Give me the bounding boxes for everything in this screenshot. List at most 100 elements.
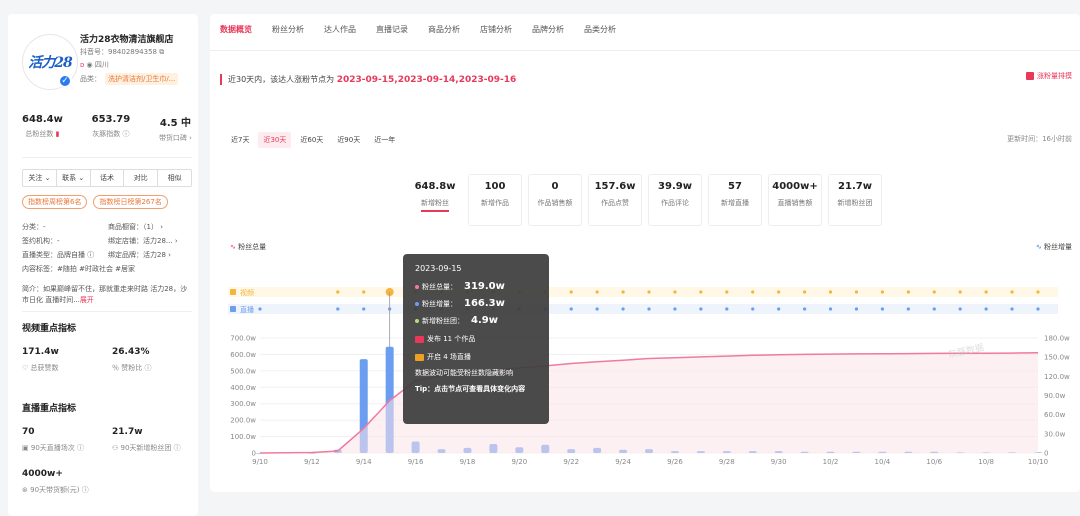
chart-tooltip: 2023-09-15 粉丝总量： 319.0w 粉丝增量： 166.3w 新增粉丝团…: [403, 254, 549, 424]
range-90d[interactable]: 近90天: [337, 136, 361, 144]
tooltip-lives: 开启 4 场直播: [415, 352, 537, 362]
y-left-tick: 400.0w: [230, 384, 256, 392]
y-left-tick: 100.0w: [230, 433, 256, 441]
rank-pill-weekly[interactable]: 指数榜周榜第6名: [22, 195, 88, 209]
rank-pills: 指数榜周榜第6名 指数榜日榜第267名: [22, 195, 168, 209]
x-tick: 9/30: [771, 458, 787, 466]
fan-club-value: 21.7w: [112, 427, 143, 437]
live-marker: [569, 307, 573, 311]
tab-brand[interactable]: 品牌分析: [532, 25, 564, 34]
tab-category[interactable]: 品类分析: [584, 25, 616, 34]
video-marker: [958, 290, 962, 294]
range-7d[interactable]: 近7天: [231, 136, 250, 144]
x-tick: 10/6: [926, 458, 942, 466]
help-icon: ⓘ: [87, 251, 95, 259]
chevron-right-icon: ›: [160, 223, 164, 231]
tab-goods[interactable]: 商品分析: [428, 25, 460, 34]
x-tick: 9/12: [304, 458, 320, 466]
follow-button[interactable]: 关注 ⌄: [23, 170, 57, 186]
x-tick: 10/4: [875, 458, 891, 466]
legend-total[interactable]: ∿ 粉丝总量: [230, 243, 267, 251]
stat-rating: 4.5 中 带货口碑 ›: [159, 114, 192, 143]
y-left-tick: 500.0w: [230, 367, 256, 375]
douyin-id-text: 抖音号：98402894358: [80, 48, 157, 56]
help-icon: ⓘ: [144, 364, 152, 372]
video-marker: [803, 290, 807, 294]
copy-icon[interactable]: ⧉: [159, 48, 165, 56]
video-likes-label: ♡ 总获赞数: [22, 364, 59, 372]
line-icon: ∿: [1035, 243, 1042, 251]
script-button[interactable]: 话术: [91, 170, 125, 186]
live-marker: [984, 307, 988, 311]
tab-store[interactable]: 店铺分析: [480, 25, 512, 34]
shop-name[interactable]: 活力28衣物清洁旗舰店: [80, 35, 174, 45]
location-icon: ◉: [86, 61, 93, 69]
users-icon: ⚇: [112, 444, 119, 452]
divider: [22, 157, 192, 158]
tab-live[interactable]: 直播记录: [376, 25, 408, 34]
stat-value: 653.79: [91, 114, 131, 125]
live-marker: [362, 307, 366, 311]
category-label: 品类：: [80, 75, 101, 83]
x-tick: 9/10: [252, 458, 268, 466]
contact-button[interactable]: 联系 ⌄: [57, 170, 91, 186]
live-marker: [336, 307, 340, 311]
live-icon: ▣: [22, 444, 29, 452]
video-likes-value: 171.4w: [22, 347, 59, 357]
shop-logo-text: 活力28: [28, 55, 72, 71]
expand-link[interactable]: 展开: [79, 296, 94, 304]
live-marker: [958, 307, 962, 311]
growth-alert: 近30天内，该达人涨粉节点为 2023-09-15,2023-09-14,202…: [220, 74, 516, 85]
y-left-tick: 700.0w: [230, 335, 256, 343]
rank-pill-daily[interactable]: 指数榜日榜第267名: [93, 195, 168, 209]
video-marker: [725, 290, 729, 294]
tooltip-works: 发布 11 个作品: [415, 334, 537, 344]
region: ᴅ ◉ 四川: [80, 60, 109, 70]
tooltip-increase: 粉丝增量： 166.3w: [415, 298, 537, 309]
live-marker: [1036, 307, 1040, 311]
x-tick: 10/10: [1028, 458, 1048, 466]
kpi-works-likes[interactable]: 157.6w 作品点赞: [588, 174, 642, 226]
kpi-new-works[interactable]: 100 新增作品: [468, 174, 522, 226]
video-marker: [699, 290, 703, 294]
video-marker: [362, 290, 366, 294]
live-marker: [906, 307, 910, 311]
live-marker: [647, 307, 651, 311]
range-30d[interactable]: 近30天: [258, 132, 292, 148]
kpi-works-comments[interactable]: 39.9w 作品评论: [648, 174, 702, 226]
live-count-value: 70: [22, 427, 35, 437]
tab-works[interactable]: 达人作品: [324, 25, 356, 34]
tab-divider: [210, 50, 1080, 51]
region-text: 四川: [94, 61, 109, 69]
video-icon: [230, 289, 236, 295]
live-icon: [230, 306, 236, 312]
tab-overview[interactable]: 数据概览: [220, 25, 252, 34]
kpi-live-sales[interactable]: 4000w+ 直播销售额: [768, 174, 822, 226]
kpi-new-live[interactable]: 57 新增直播: [708, 174, 762, 226]
live-section-title: 直播重点指标: [22, 404, 77, 414]
douyin-icon: ᴅ: [80, 61, 85, 69]
kpi-new-fans[interactable]: 648.8w 新增粉丝: [408, 174, 462, 226]
tab-fans[interactable]: 粉丝分析: [272, 25, 304, 34]
divider: [22, 311, 192, 312]
stat-value: 648.4w: [22, 114, 63, 125]
category-tag[interactable]: 洗护清洁剂/卫生巾/...: [105, 73, 179, 85]
range-1y[interactable]: 近一年: [374, 136, 396, 144]
similar-button[interactable]: 相似: [167, 174, 182, 182]
export-button[interactable]: 涨粉量排摸: [1026, 71, 1072, 81]
money-icon: ⊛: [22, 486, 28, 494]
dot-icon: [415, 284, 419, 289]
kpi-new-fan-club[interactable]: 21.7w 新增粉丝团: [828, 174, 882, 226]
x-tick: 9/28: [719, 458, 735, 466]
info-row: 签约机构：- 绑定店铺：活力28... ›: [22, 237, 178, 245]
range-60d[interactable]: 近60天: [300, 136, 324, 144]
dot-icon: [415, 318, 419, 323]
legend-increase[interactable]: ∿ 粉丝增量: [1035, 243, 1072, 251]
kpi-works-sales[interactable]: 0 作品销售额: [528, 174, 582, 226]
top-stats: 648.4w 总粉丝数 ▮ 653.79 灰豚指数 ⓘ 4.5 中 带货口碑 ›: [22, 114, 192, 143]
compare-button[interactable]: 对比: [124, 170, 159, 186]
live-marker: [880, 307, 885, 311]
shop-avatar[interactable]: 活力28: [22, 34, 78, 90]
line-icon: ∿: [230, 243, 236, 251]
